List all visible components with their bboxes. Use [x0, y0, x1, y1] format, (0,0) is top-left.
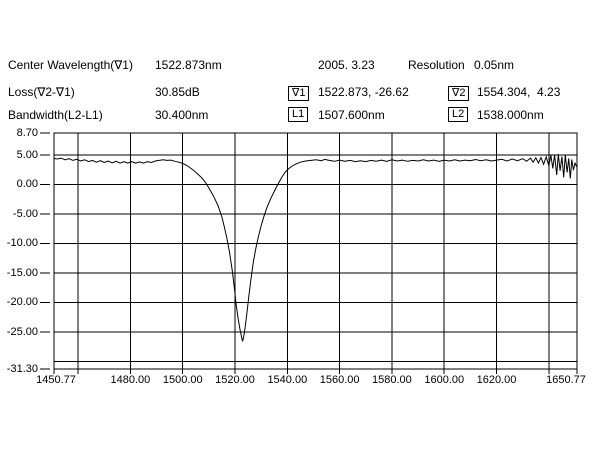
- y-axis-tick-label: -10.00: [6, 237, 38, 250]
- y-axis-tick-label: -15.00: [6, 266, 38, 279]
- date-value: 2005. 3.23: [318, 58, 375, 72]
- marker-l1-badge: L1: [288, 107, 309, 122]
- resolution-label: Resolution: [408, 58, 465, 72]
- marker-nabla1-badge: ∇1: [288, 86, 310, 101]
- marker-nabla2-value: 1554.304, 4.23: [477, 85, 561, 99]
- y-axis-tick-label: 0.00: [16, 178, 38, 191]
- x-axis-tick-label: 1650.77: [546, 374, 586, 386]
- x-axis-tick-label: 1560.00: [319, 374, 360, 386]
- loss-value: 30.85dB: [155, 85, 200, 99]
- x-axis-tick-label: 1620.00: [476, 374, 517, 386]
- marker-nabla1-value: 1522.873, -26.62: [318, 85, 409, 99]
- marker-nabla2-badge: ∇2: [448, 86, 470, 101]
- marker-l2-value: 1538.000nm: [477, 108, 544, 122]
- bandwidth-value: 30.400nm: [155, 108, 209, 122]
- x-axis-tick-label: 1520.00: [215, 374, 255, 386]
- spectrum-trace: [53, 154, 578, 342]
- resolution-value: 0.05nm: [474, 58, 515, 72]
- loss-label: Loss(∇2-∇1): [8, 85, 75, 99]
- y-axis-tick-label: -31.30: [6, 363, 38, 375]
- plot-border: [53, 132, 578, 370]
- marker-l2-badge: L2: [448, 107, 469, 122]
- center-wavelength-value: 1522.873nm: [155, 58, 222, 72]
- x-axis-tick-label: 1540.00: [267, 374, 308, 386]
- y-axis-tick-label: 5.00: [16, 148, 38, 161]
- marker-l1-value: 1507.600nm: [318, 108, 385, 122]
- x-axis-tick-label: 1480.00: [110, 374, 151, 386]
- x-axis-tick-label: 1580.00: [372, 374, 412, 386]
- y-axis-tick-label: -20.00: [6, 296, 38, 309]
- x-axis-tick-label: 1450.77: [36, 374, 76, 386]
- y-axis-tick-label: -25.00: [6, 325, 38, 338]
- x-axis-tick-label: 1500.00: [162, 374, 203, 386]
- x-axis-tick-label: 1600.00: [424, 374, 465, 386]
- bandwidth-label: Bandwidth(L2-L1): [8, 108, 103, 122]
- center-wavelength-label: Center Wavelength(∇1): [8, 58, 133, 72]
- y-axis-tick-label: 8.70: [16, 127, 38, 139]
- y-axis-tick-label: -5.00: [12, 207, 38, 220]
